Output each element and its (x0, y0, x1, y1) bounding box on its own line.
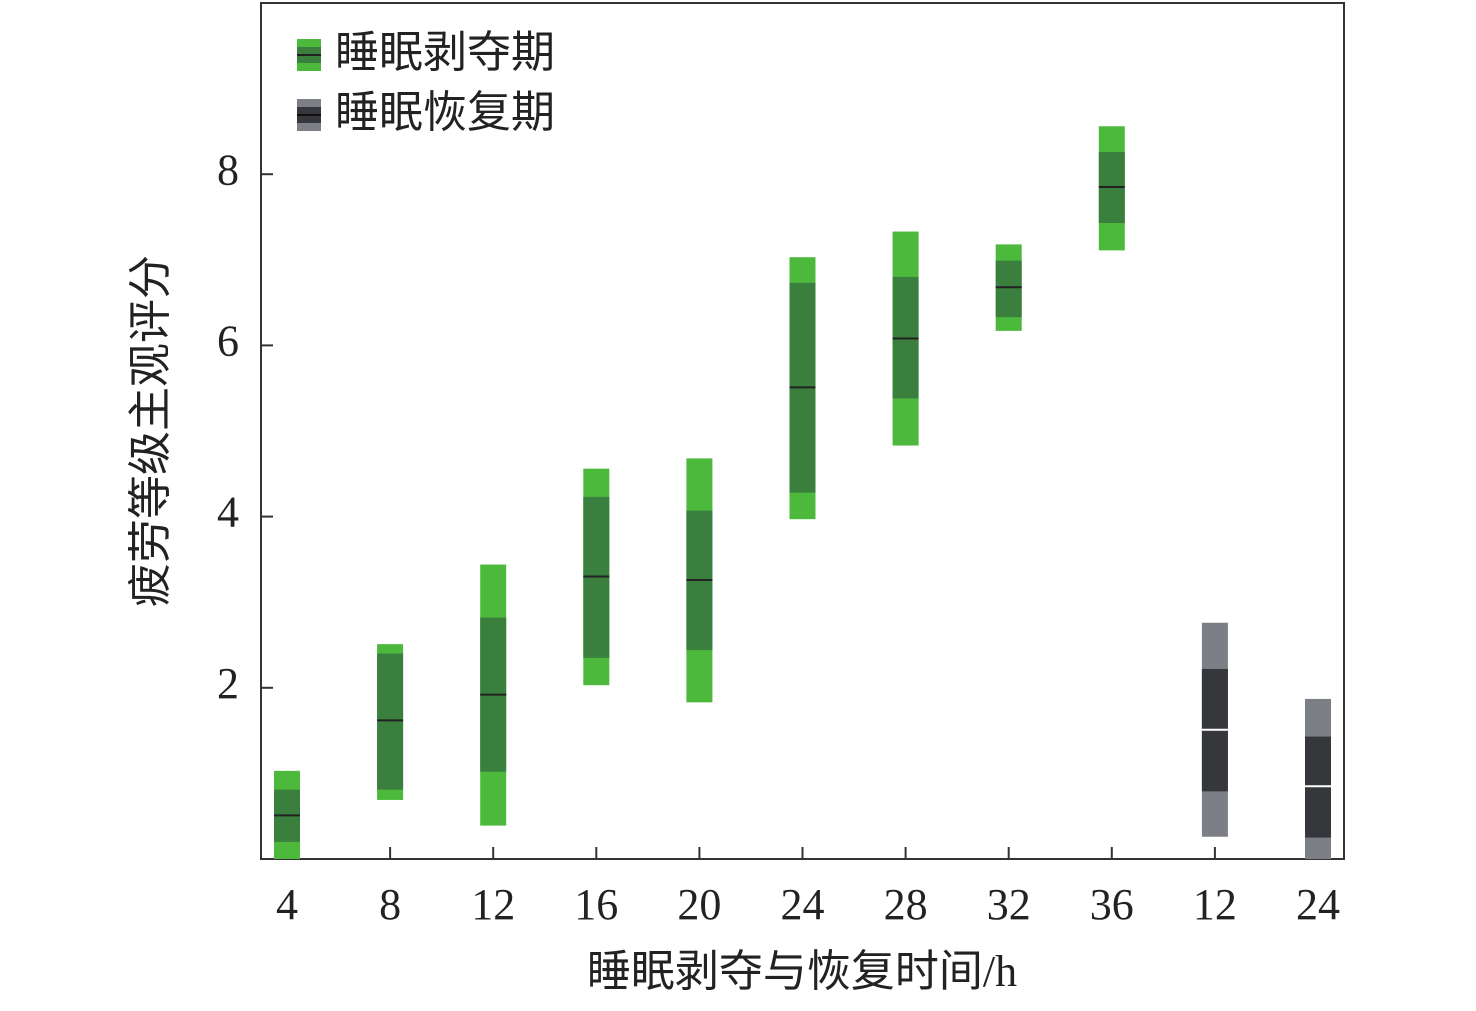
x-tick-label: 12 (1193, 880, 1237, 929)
x-tick-label: 36 (1090, 880, 1134, 929)
y-tick-label: 2 (217, 659, 239, 708)
x-tick-label: 32 (987, 880, 1031, 929)
x-tick-label: 12 (471, 880, 515, 929)
x-axis-label: 睡眠剥夺与恢复时间/h (587, 947, 1017, 996)
x-tick-label: 24 (781, 880, 825, 929)
box (377, 653, 404, 790)
x-tick-label: 24 (1296, 880, 1340, 929)
box (995, 260, 1022, 318)
y-tick-label: 6 (217, 316, 239, 365)
x-tick-label: 28 (884, 880, 928, 929)
legend-label: 睡眠剥夺期 (335, 28, 555, 77)
legend-label: 睡眠恢复期 (335, 88, 555, 137)
y-axis-label: 疲劳等级主观评分 (126, 255, 175, 607)
x-tick-label: 16 (574, 880, 618, 929)
y-tick-label: 4 (217, 488, 239, 537)
x-tick-label: 20 (677, 880, 721, 929)
x-tick-label: 4 (276, 880, 298, 929)
y-tick-label: 8 (217, 145, 239, 194)
x-tick-label: 8 (379, 880, 401, 929)
